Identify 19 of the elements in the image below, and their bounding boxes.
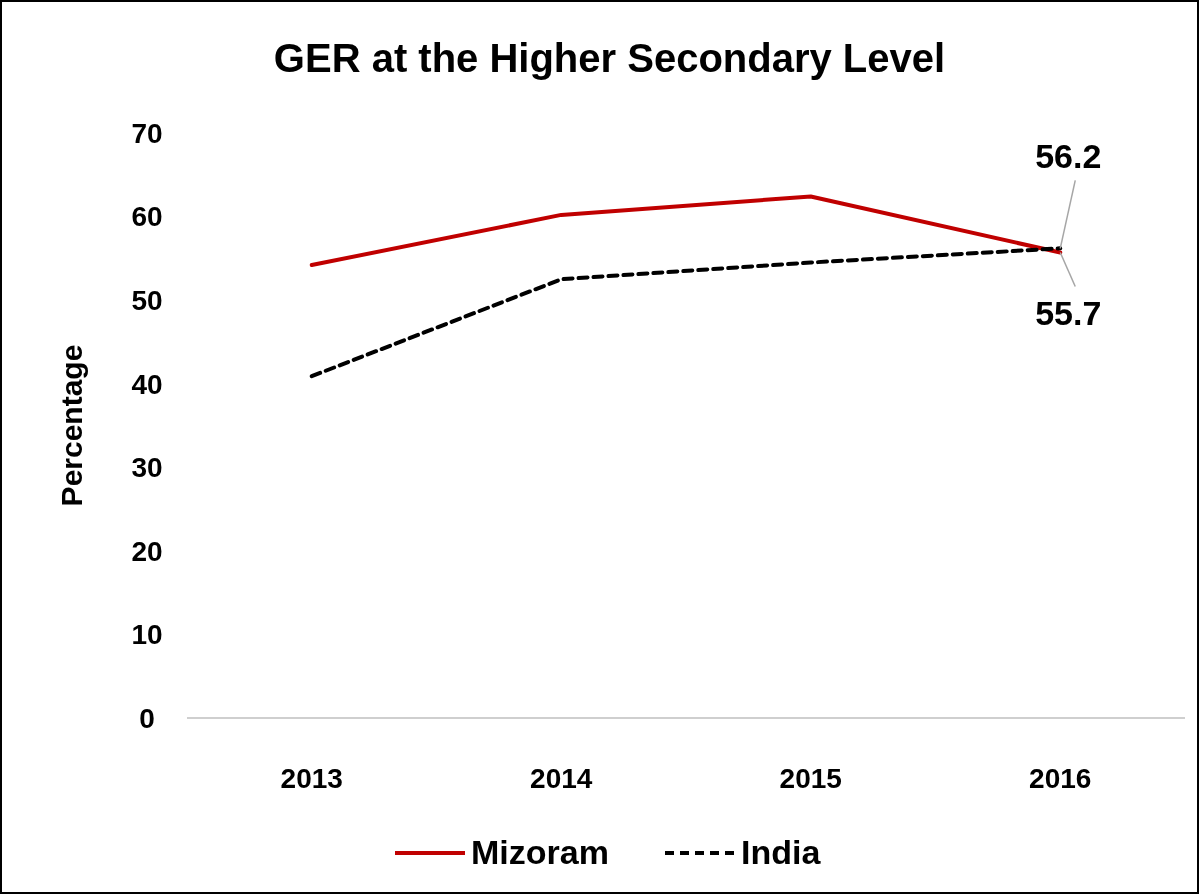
legend-label: India	[741, 833, 822, 871]
data-label: 55.7	[1035, 293, 1102, 332]
x-tick-label: 2015	[779, 763, 842, 794]
y-tick-label: 70	[131, 117, 163, 149]
y-tick-label: 20	[131, 535, 163, 567]
x-tick-label: 2016	[1029, 763, 1092, 794]
y-tick-label: 30	[131, 452, 163, 484]
data-label: 56.2	[1035, 137, 1102, 176]
chart-title: GER at the Higher Secondary Level	[273, 36, 946, 80]
y-tick-label: 10	[131, 619, 163, 651]
y-tick-label: 0	[139, 702, 155, 734]
x-tick-label: 2014	[530, 763, 593, 794]
y-tick-label: 40	[131, 368, 163, 400]
x-tick-label: 2013	[280, 763, 343, 794]
y-tick-label: 50	[131, 284, 163, 316]
y-axis-title: Percentage	[55, 344, 88, 507]
line-series	[309, 194, 1063, 268]
legend-label: Mizoram	[471, 833, 609, 871]
y-tick-label: 60	[131, 201, 163, 233]
